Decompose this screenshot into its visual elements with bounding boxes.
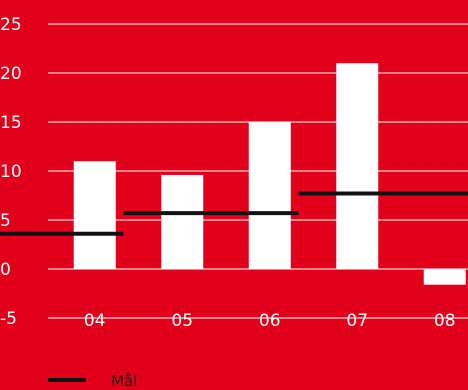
- x-tick-label: 08: [434, 311, 456, 331]
- x-tick-label: 06: [259, 311, 281, 331]
- bar-05: [161, 174, 204, 269]
- y-tick-label: 25: [0, 15, 22, 35]
- x-tick-label: 04: [84, 311, 106, 331]
- legend: Mål: [48, 372, 137, 390]
- bar-07: [336, 63, 379, 270]
- bars: [73, 63, 466, 285]
- x-axis-ticks: 04 05 06 07 08: [84, 311, 456, 331]
- y-tick-label: 0: [0, 260, 11, 280]
- x-tick-label: 07: [346, 311, 368, 331]
- y-tick-label: -5: [0, 309, 17, 329]
- bar-06: [248, 122, 291, 269]
- bar-08: [423, 269, 466, 285]
- x-tick-label: 05: [171, 311, 193, 331]
- y-tick-label: 5: [0, 211, 11, 231]
- bar-04: [73, 161, 116, 269]
- y-tick-label: 10: [0, 162, 22, 182]
- target-lines: [0, 191, 468, 236]
- y-tick-label: 20: [0, 64, 22, 84]
- y-tick-label: 15: [0, 113, 22, 133]
- y-axis-ticks: -5 0 5 10 15 20 25: [0, 15, 22, 329]
- legend-label-target: Mål: [111, 372, 137, 390]
